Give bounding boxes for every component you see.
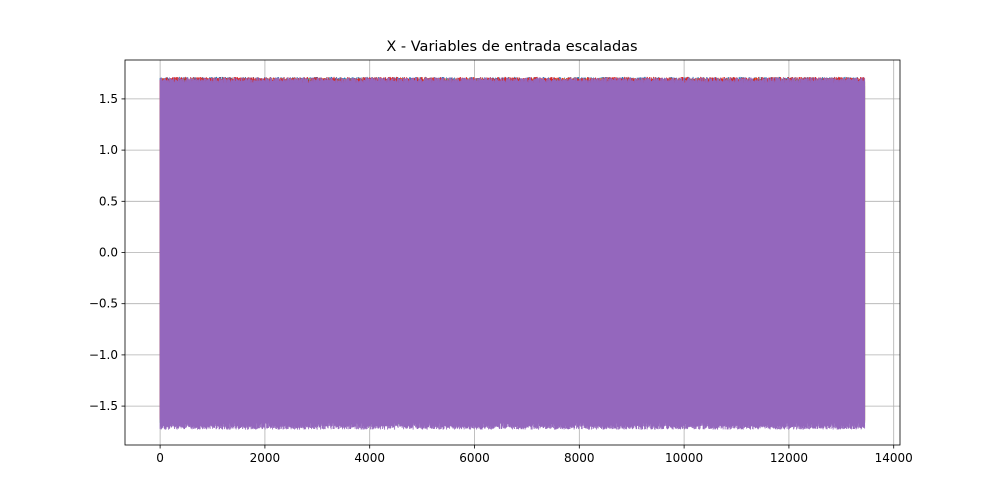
y-tick-label: 0.0 [99, 246, 118, 260]
y-tick-label: 0.5 [99, 194, 118, 208]
x-tick-label: 2000 [250, 451, 281, 465]
y-tick-label: −1.0 [89, 348, 118, 362]
x-tick-label: 12000 [770, 451, 808, 465]
series-layer [159, 76, 866, 430]
y-tick-label: 1.0 [99, 143, 118, 157]
series-5-band [160, 82, 865, 424]
x-tick-label: 4000 [354, 451, 385, 465]
y-tick-label: 1.5 [99, 92, 118, 106]
chart-title: X - Variables de entrada escaladas [386, 39, 637, 55]
axes: 0 2000 4000 6000 8000 10000 12000 14000 −1.5 −1.0… [89, 59, 913, 465]
x-tick-label: 14000 [875, 451, 913, 465]
series-5-line [159, 77, 866, 430]
x-tick-label: 6000 [459, 451, 490, 465]
x-tick-label: 0 [156, 451, 164, 465]
y-tick-label: −1.5 [89, 399, 118, 413]
x-tick-label: 8000 [564, 451, 595, 465]
y-tick-label: −0.5 [89, 297, 118, 311]
x-tick-label: 10000 [665, 451, 703, 465]
